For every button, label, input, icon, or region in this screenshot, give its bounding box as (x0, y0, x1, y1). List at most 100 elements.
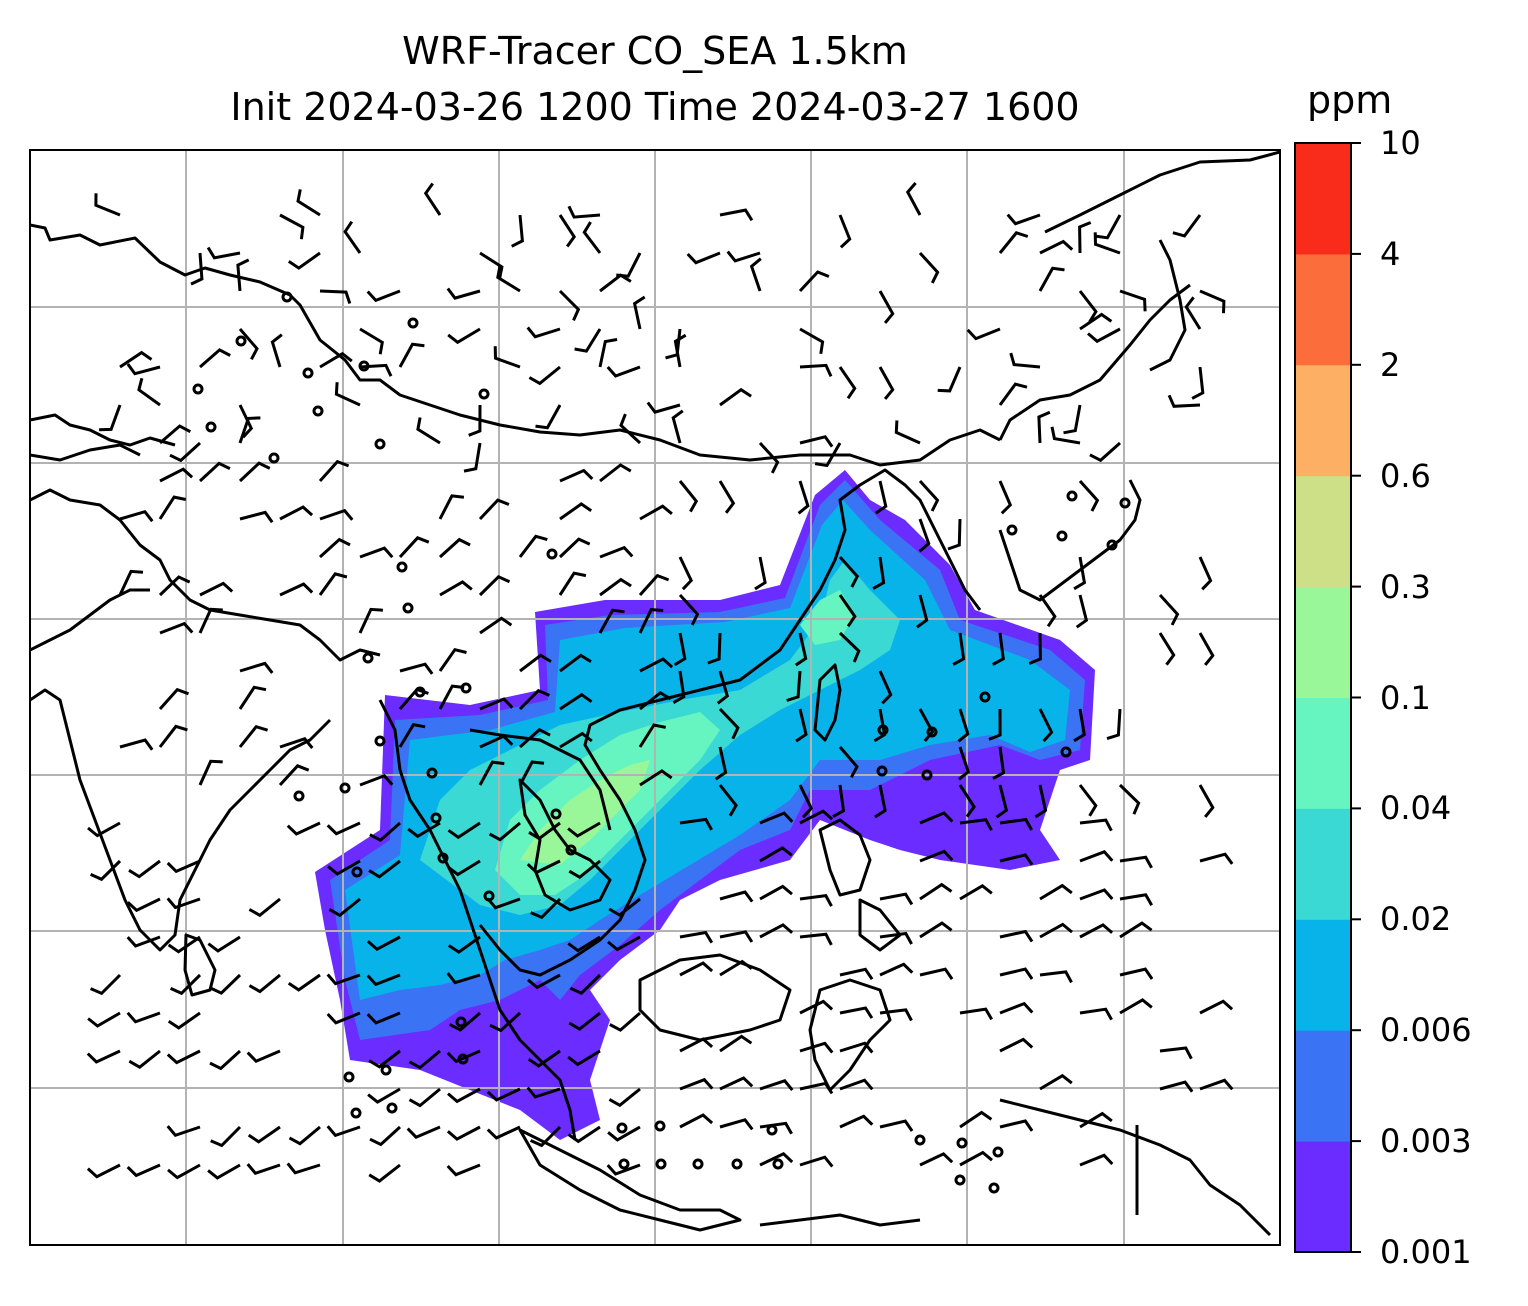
calm-wind-marker (205, 421, 217, 433)
wind-barb (527, 973, 561, 990)
calm-wind-marker (979, 691, 991, 703)
wind-barb (1199, 999, 1234, 1015)
wind-barb (238, 724, 269, 748)
wind-barb (607, 935, 641, 952)
calm-wind-marker (312, 405, 324, 417)
wind-barb (87, 1011, 121, 1028)
wind-barb (879, 892, 914, 906)
calm-wind-marker (546, 548, 558, 560)
wind-barb (446, 972, 481, 985)
wind-barb (89, 859, 122, 882)
wind-barb (873, 708, 887, 743)
calm-wind-marker (437, 852, 449, 864)
wind-barb (916, 594, 929, 629)
wind-barb (463, 442, 482, 473)
wind-barb (574, 328, 602, 353)
wind-barb (918, 518, 931, 553)
wind-barb (606, 1163, 641, 1176)
wind-barb (493, 346, 521, 369)
wind-barb (529, 1125, 562, 1148)
wind-barb (1118, 783, 1141, 815)
wind-barb (118, 569, 144, 596)
wind-barb (679, 930, 714, 944)
map-gridlines (30, 150, 1280, 1245)
wind-barb (567, 1125, 601, 1144)
wind-barb (1119, 289, 1147, 312)
wind-barb (238, 404, 254, 439)
wind-barb (558, 289, 581, 322)
map-subtitle: Init 2024-03-26 1200 Time 2024-03-27 160… (230, 85, 1080, 129)
wind-barb (239, 661, 274, 674)
calm-wind-marker (1119, 497, 1131, 509)
wind-barb (318, 459, 350, 483)
wind-barbs (86, 182, 1234, 1194)
wind-barb (159, 467, 194, 483)
wind-barb (814, 442, 842, 468)
wind-barb (1039, 922, 1073, 939)
wind-barb (334, 382, 361, 407)
wind-barb (1006, 213, 1041, 226)
wind-barb (447, 859, 481, 877)
wind-barb (999, 853, 1034, 866)
calm-wind-marker (380, 1064, 392, 1076)
wind-barb (319, 508, 354, 521)
wind-barb (998, 480, 1013, 515)
wind-barb (86, 1049, 121, 1064)
wind-barb (126, 1011, 161, 1024)
wind-barb (719, 1076, 754, 1091)
wind-barb (878, 366, 895, 400)
wind-barb (198, 759, 223, 786)
wind-barb (119, 738, 154, 751)
calm-wind-marker (1060, 746, 1072, 758)
wind-barb (1172, 214, 1202, 238)
wind-barb (408, 1049, 441, 1070)
wind-barb (319, 289, 352, 304)
wind-barb (719, 387, 752, 407)
wind-barb (246, 1049, 281, 1063)
wind-barb (918, 708, 935, 742)
wind-barb (326, 973, 361, 986)
calm-wind-marker (293, 790, 305, 802)
wind-barb (478, 575, 511, 597)
colorbar-tick-label: 0.3 (1380, 567, 1431, 606)
wind-barb (1039, 1073, 1073, 1091)
wind-barb (559, 653, 592, 673)
wind-barb (759, 923, 794, 939)
wind-barb (438, 648, 467, 672)
wind-barb (535, 404, 562, 430)
wind-barb (582, 221, 602, 254)
wind-barb (518, 760, 545, 786)
wind-barb (1119, 921, 1153, 939)
wind-barb (991, 632, 1005, 666)
wind-barb (518, 534, 548, 558)
wind-barb (567, 935, 601, 953)
wind-barb (718, 480, 736, 514)
wind-barb (559, 502, 593, 521)
wind-barb (158, 495, 187, 520)
wind-barb (957, 708, 970, 743)
wind-barb (959, 1150, 993, 1167)
wind-barb (719, 208, 754, 222)
wind-barb (207, 935, 241, 953)
wind-barb (749, 257, 762, 292)
wind-barb (528, 365, 561, 386)
wind-barb (559, 468, 594, 483)
wind-barb (438, 494, 465, 520)
wind-barb (759, 811, 794, 825)
wind-barb (716, 670, 730, 705)
wind-barb (958, 784, 976, 818)
wind-barb (1050, 426, 1081, 445)
wind-barb (838, 594, 857, 628)
wind-barb (879, 1119, 914, 1132)
wind-barb (286, 1162, 321, 1175)
wind-barb (238, 328, 259, 361)
wind-barb (838, 631, 861, 663)
colorbar-tick-label: 0.6 (1380, 456, 1431, 495)
wind-barb (672, 670, 686, 704)
calm-wind-marker (655, 1158, 667, 1170)
wind-barb (287, 973, 321, 992)
wind-barb (1073, 556, 1087, 591)
wind-barb (671, 409, 684, 444)
wind-barb (398, 536, 430, 559)
wind-barb (199, 581, 234, 597)
